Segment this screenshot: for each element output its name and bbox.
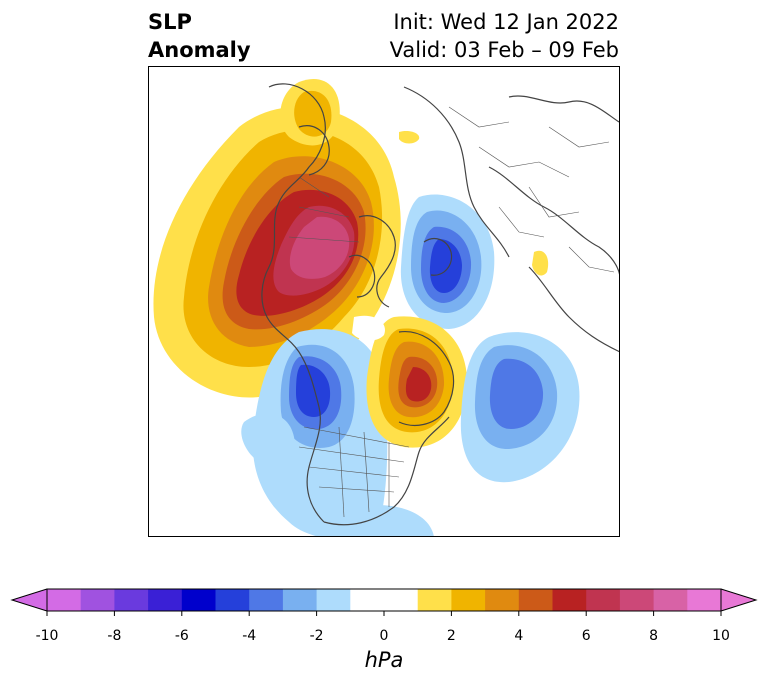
- colorbar-cell: [80, 589, 115, 611]
- colorbar-cell: [552, 589, 587, 611]
- colorbar-tick-label: -4: [242, 628, 257, 644]
- colorbar-tick-label: -6: [174, 628, 189, 644]
- title-variable: SLP: [148, 10, 192, 34]
- colorbar-tick-label: 6: [581, 628, 591, 644]
- colorbar-cell: [350, 589, 419, 611]
- colorbar-cell: [282, 589, 318, 611]
- colorbar-tick-label: -10: [35, 628, 59, 644]
- negative-anomaly-atlantic: [460, 332, 580, 483]
- colorbar-cell: [417, 589, 452, 611]
- political-borders: [288, 106, 615, 518]
- colorbar-tick-label: 8: [649, 628, 659, 644]
- colorbar-cell: [485, 589, 520, 611]
- colorbar-cell: [148, 589, 183, 611]
- negative-anomaly-arctic: [400, 194, 495, 329]
- negative-anomaly-north-america: [252, 329, 388, 536]
- valid-range: Valid: 03 Feb – 09 Feb: [389, 38, 619, 62]
- colorbar-extend-under: [12, 589, 47, 611]
- colorbar-tick-label: -8: [107, 628, 122, 644]
- map-title-right: Init: Wed 12 Jan 2022 Valid: 03 Feb – 09…: [390, 8, 619, 64]
- colorbar-extend-over: [721, 589, 756, 611]
- map-title-left: SLP Anomaly: [148, 8, 251, 64]
- map-panel: [148, 66, 620, 537]
- colorbar-tick-label: -2: [309, 628, 324, 644]
- title-subvariable: Anomaly: [148, 38, 251, 62]
- colorbar-cell: [518, 589, 553, 611]
- colorbar-tick-marks: [46, 611, 722, 616]
- colorbar-cell: [215, 589, 250, 611]
- slp-anomaly-map: [153, 78, 619, 536]
- colorbar: [10, 588, 758, 616]
- init-date: Init: Wed 12 Jan 2022: [393, 10, 619, 34]
- coastlines: [261, 83, 619, 526]
- colorbar-tick-label: 2: [446, 628, 456, 644]
- colorbar-cell: [114, 589, 149, 611]
- colorbar-cell: [653, 589, 688, 611]
- colorbar-cell: [586, 589, 621, 611]
- colorbar-units-label: hPa: [364, 648, 404, 672]
- positive-anomaly-pacific: [153, 106, 401, 398]
- colorbar-tick-label: 0: [379, 628, 389, 644]
- colorbar-cell: [316, 589, 351, 611]
- colorbar-tick-label: 4: [514, 628, 524, 644]
- colorbar-cell: [619, 589, 655, 611]
- colorbar-cell: [249, 589, 284, 611]
- colorbar-cell: [687, 589, 722, 611]
- colorbar-tick-label: 10: [712, 628, 730, 644]
- colorbar-cells: [47, 589, 722, 611]
- colorbar-cell: [451, 589, 486, 611]
- colorbar-cell: [47, 589, 82, 611]
- colorbar-cell: [181, 589, 216, 611]
